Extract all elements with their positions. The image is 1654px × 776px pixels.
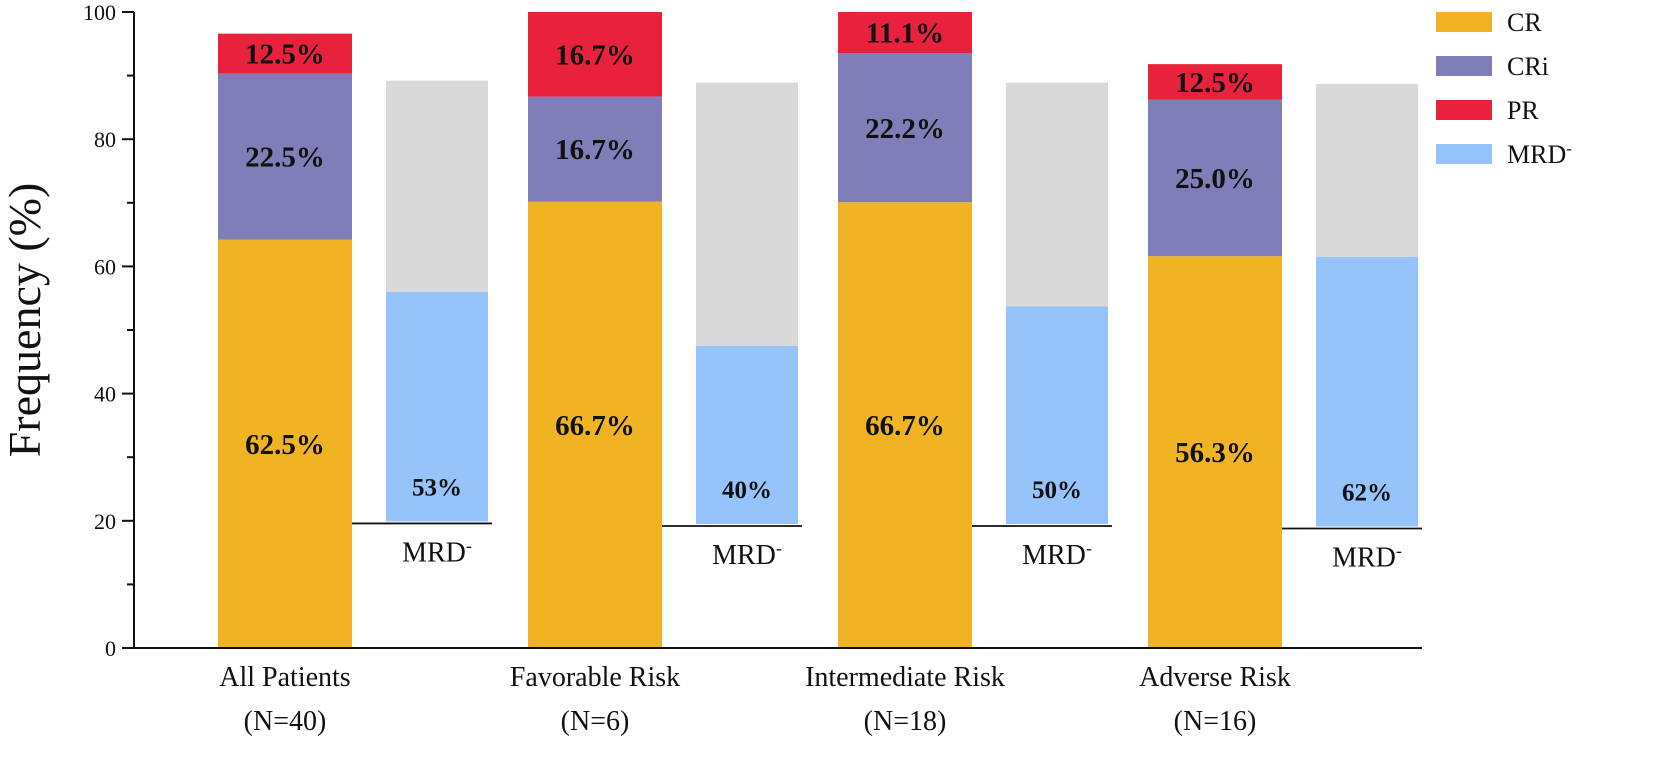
category-n-1: (N=6) <box>561 706 630 737</box>
label-pr-0: 12.5% <box>245 39 325 71</box>
legend-label-0: CR <box>1507 8 1542 37</box>
bar-pr-3 <box>1148 64 1282 100</box>
y-axis-title: Frequency (%) <box>0 183 50 458</box>
mrd-under-label-2: MRD- <box>1022 538 1092 571</box>
category-label-2: Intermediate Risk <box>805 662 1005 693</box>
y-tick-label-4: 80 <box>94 127 116 152</box>
label-pr-1: 16.7% <box>555 39 635 71</box>
bar-mrd-2 <box>1006 306 1108 524</box>
bar-cr-3 <box>1148 256 1282 648</box>
bar-mrd-1 <box>696 345 798 524</box>
bar-cri-1 <box>528 96 662 202</box>
y-tick-label-1: 20 <box>94 509 116 534</box>
label-cr-0: 62.5% <box>245 429 325 461</box>
legend-label-1: CRi <box>1507 52 1549 81</box>
category-label-1: Favorable Risk <box>510 662 680 693</box>
group-3: 56.3% 25.0% 12.5% 62% MRD- Adverse Risk (N=16) <box>1139 64 1422 737</box>
legend-label-3: MRD- <box>1507 139 1572 170</box>
bar-mrd-3 <box>1316 256 1418 527</box>
y-tick-label-0: 0 <box>105 636 116 661</box>
group-1: 66.7% 16.7% 16.7% 40% MRD- Favorable Risk (N=6… <box>510 12 802 737</box>
bar-cr-1 <box>528 201 662 648</box>
label-cri-0: 22.5% <box>245 142 325 174</box>
bar-cri-0 <box>218 73 352 240</box>
bars-layer: 62.5% 22.5% 12.5% 53% MRD- All Patients (N=40)… <box>218 12 1422 737</box>
legend: CR CRi PR MRD- <box>1436 8 1572 169</box>
label-pr-3: 12.5% <box>1175 67 1255 99</box>
bar-cr-0 <box>218 239 352 649</box>
legend-swatch-1 <box>1436 56 1492 76</box>
bar-mrd-0 <box>386 291 488 522</box>
category-label-0: All Patients <box>219 662 350 693</box>
bar-cri-3 <box>1148 99 1282 257</box>
group-2: 66.7% 22.2% 11.1% 50% MRD- Intermediate Risk (… <box>805 12 1112 737</box>
label-cr-2: 66.7% <box>865 410 945 442</box>
bar-mrd-rest-2 <box>1006 82 1108 307</box>
legend-label-2: PR <box>1507 96 1539 125</box>
y-tick-label-3: 60 <box>94 254 116 279</box>
y-axis: 0 20 40 60 80 100 Frequency (%) <box>0 0 1422 661</box>
legend-swatch-3 <box>1436 144 1492 164</box>
bar-cri-2 <box>838 53 972 203</box>
label-pr-2: 11.1% <box>866 18 944 50</box>
bar-pr-1 <box>528 12 662 97</box>
category-n-2: (N=18) <box>864 706 947 737</box>
mrd-under-label-3: MRD- <box>1332 541 1402 574</box>
label-mrd-0: 53% <box>412 474 462 501</box>
label-cri-2: 22.2% <box>865 113 945 145</box>
bar-pr-0 <box>218 33 352 74</box>
legend-swatch-2 <box>1436 100 1492 120</box>
bar-cr-2 <box>838 202 972 648</box>
bar-pr-2 <box>838 12 972 54</box>
label-cr-3: 56.3% <box>1175 437 1255 469</box>
mrd-under-label-0: MRD- <box>402 535 472 568</box>
group-0: 62.5% 22.5% 12.5% 53% MRD- All Patients (N=40) <box>218 33 492 737</box>
bar-mrd-rest-0 <box>386 80 488 292</box>
label-cri-1: 16.7% <box>555 134 635 166</box>
category-n-0: (N=40) <box>244 706 327 737</box>
category-label-3: Adverse Risk <box>1139 662 1291 693</box>
legend-swatch-0 <box>1436 12 1492 32</box>
y-tick-label-2: 40 <box>94 382 116 407</box>
label-mrd-1: 40% <box>722 477 772 504</box>
label-mrd-3: 62% <box>1342 480 1392 507</box>
label-cr-1: 66.7% <box>555 410 635 442</box>
category-n-3: (N=16) <box>1174 706 1257 737</box>
label-cri-3: 25.0% <box>1175 163 1255 195</box>
bar-mrd-rest-1 <box>696 82 798 346</box>
y-tick-label-5: 100 <box>83 0 116 25</box>
label-mrd-2: 50% <box>1032 477 1082 504</box>
bar-mrd-rest-3 <box>1316 83 1418 257</box>
mrd-under-label-1: MRD- <box>712 538 782 571</box>
